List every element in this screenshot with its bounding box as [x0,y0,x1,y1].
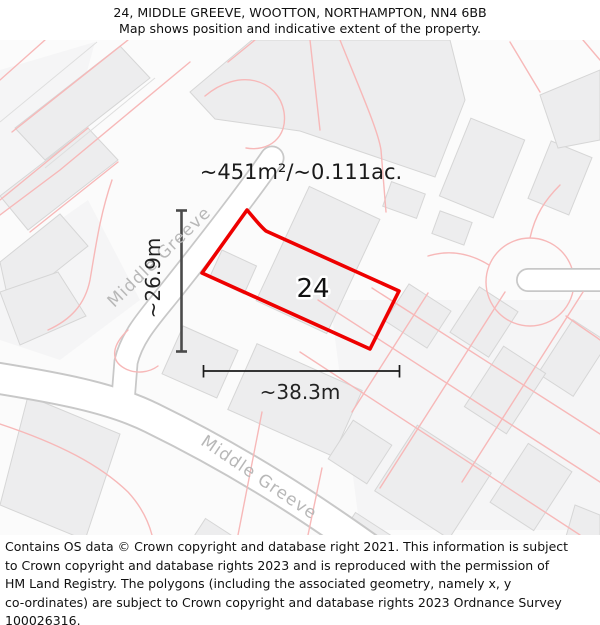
boundary-line [204,79,286,150]
road-surface [112,147,283,411]
roads-layer [0,145,600,535]
building-shape [189,40,466,178]
boundary-line-gray [44,77,156,169]
road-surface [0,363,375,535]
pink-under-layer [427,184,600,341]
building-shape [431,210,473,246]
page-title: 24, MIDDLE GREEVE, WOOTTON, NORTHAMPTON,… [113,5,487,20]
map-canvas: Middle Greeve Middle Greeve ~451m²/~0.11… [0,40,600,535]
boundary-line [0,61,191,216]
boundary-line [529,184,561,239]
footer-text-line: to Crown copyright and database rights 2… [5,557,550,573]
property-outline [200,208,401,351]
map-svg: Middle Greeve Middle Greeve ~451m²/~0.11… [0,40,600,535]
boundary-line [339,40,387,213]
boundary-line [114,329,159,373]
pink-over-layer [0,40,600,535]
building-shape [0,395,121,535]
boundary-line-gray [0,41,98,123]
boundary-line [299,351,581,535]
boundary-line [427,252,490,266]
dimension-layer [176,209,401,378]
building-shape [449,286,519,358]
plot-number-label: 24 [296,274,329,304]
boundary-line [309,40,321,131]
street-label-lower: Middle Greeve [197,432,321,525]
building-shape [0,271,87,346]
building-shape [384,283,452,349]
boundary-line [317,299,600,483]
boundary-line [47,179,113,331]
footer-text-line: 100026316. [5,613,81,625]
building-shape [565,504,600,535]
building-shape [194,517,232,535]
boundary-line [379,291,506,489]
building-shape [489,442,573,532]
footer-text-line: co-ordinates) are subject to Crown copyr… [5,594,562,610]
boundary-line [237,411,263,535]
page-subtitle: Map shows position and indicative extent… [118,21,482,36]
footer-text-line: HM Land Registry. The polygons (includin… [5,576,512,592]
map-header: 24, MIDDLE GREEVE, WOOTTON, NORTHAMPTON,… [0,0,600,40]
boundary-line [0,40,46,81]
height-dimension-label: ~26.9m [141,238,165,319]
building-shape [374,424,492,535]
boundary-line [29,161,119,233]
building-shape [527,140,593,216]
boundary-line [11,40,129,133]
boundary-line [582,40,600,61]
boundary-line [307,467,323,535]
building-shape [255,185,381,335]
building-shape [382,180,426,220]
boundary-line [351,292,429,413]
building-shape [438,117,526,219]
building-shape [463,345,547,435]
width-dimension-label: ~38.3m [260,380,341,404]
gray-boundary-layer [0,41,156,169]
building-shape [0,127,119,231]
footer-text-line: Contains OS data © Crown copyright and d… [5,539,569,554]
boundary-line [509,41,541,93]
boundary-line [461,291,584,483]
boundary-line [371,287,600,435]
boundary-line [0,127,89,201]
copyright-footer: Contains OS data © Crown copyright and d… [0,535,600,625]
building-shape [327,419,393,485]
boundary-line [0,423,153,535]
area-label: ~451m²/~0.111ac. [200,160,402,184]
boundary-line [565,315,600,341]
building-shape [537,319,600,397]
building-shape [161,325,239,399]
boundary-line [227,40,256,63]
building-shape [539,69,600,149]
